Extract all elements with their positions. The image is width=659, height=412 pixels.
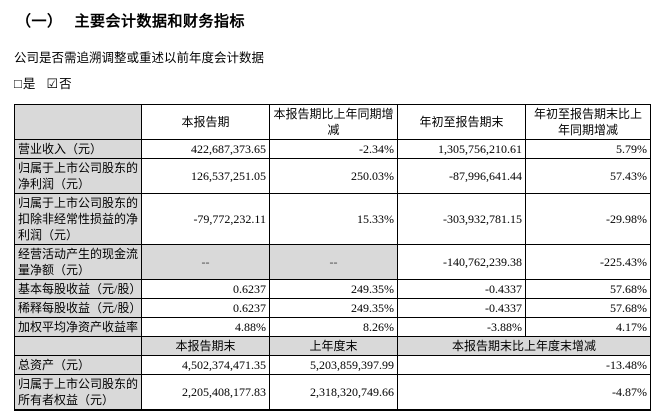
cell-value: 422,687,373.65: [141, 139, 270, 159]
row-label: 总资产（元）: [14, 355, 142, 375]
table-row-operating-revenue: 营业收入（元） 422,687,373.65 -2.34% 1,305,756,…: [14, 139, 651, 159]
row-label: 归属于上市公司股东的净利润（元）: [14, 158, 142, 194]
col-header-end-of-period: 本报告期末: [141, 336, 270, 356]
cell-value: 249.35%: [269, 298, 398, 318]
cell-value: -0.4337: [397, 279, 526, 299]
row-label: 归属于上市公司股东的所有者权益（元）: [14, 374, 142, 411]
cell-value: -140,762,239.38: [397, 244, 526, 280]
key-financial-indicators-table: 本报告期 本报告期比上年同期增减 年初至报告期末 年初至报告期末比上年同期增减 …: [14, 104, 651, 411]
col-header-current-period-yoy-change: 本报告期比上年同期增减: [269, 104, 398, 140]
cell-value: 250.03%: [269, 158, 398, 194]
restatement-question: 公司是否需追溯调整或重述以前年度会计数据: [14, 51, 265, 65]
cell-value: 126,537,251.05: [141, 158, 270, 194]
table-row-diluted-eps: 稀释每股收益（元/股） 0.6237 249.35% -0.4337 57.68…: [14, 298, 651, 318]
table-row-weighted-avg-roe: 加权平均净资产收益率 4.88% 8.26% -3.88% 4.17%: [14, 317, 651, 337]
cell-value: 0.6237: [141, 279, 270, 299]
cell-value: 4.88%: [141, 317, 270, 337]
cell-value: 5.79%: [525, 139, 651, 159]
table-header-row-mid: 本报告期末 上年度末 本报告期末比上年度末增减: [14, 336, 651, 356]
cell-value: -3.88%: [397, 317, 526, 337]
cell-value: 249.35%: [269, 279, 398, 299]
table-row-basic-eps: 基本每股收益（元/股） 0.6237 249.35% -0.4337 57.68…: [14, 279, 651, 299]
cell-value: 5,203,859,397.99: [269, 355, 398, 375]
section-number: （一）: [16, 14, 63, 30]
cell-value: 57.43%: [525, 158, 651, 194]
cell-value: 8.26%: [269, 317, 398, 337]
row-label: 营业收入（元）: [14, 139, 142, 159]
checkbox-yes[interactable]: □是: [14, 76, 36, 91]
cell-value: 57.68%: [525, 279, 651, 299]
table-row-net-profit-excl-nonrecurring: 归属于上市公司股东的扣除非经常性损益的净利润（元） -79,772,232.11…: [14, 193, 651, 245]
checkbox-yes-label: 是: [22, 77, 36, 91]
checkbox-no[interactable]: ☑否: [46, 76, 72, 91]
table-header-row-top: 本报告期 本报告期比上年同期增减 年初至报告期末 年初至报告期末比上年同期增减: [14, 104, 651, 140]
cell-value: -0.4337: [397, 298, 526, 318]
cell-value: 1,305,756,210.61: [397, 139, 526, 159]
cell-value: 4,502,374,471.35: [141, 355, 270, 375]
cell-value: -87,996,641.44: [397, 158, 526, 194]
col-header-ytd: 年初至报告期末: [397, 104, 526, 140]
cell-value: 2,318,320,749.66: [269, 374, 398, 411]
cell-value: -29.98%: [525, 193, 651, 245]
cell-value: -2.34%: [269, 139, 398, 159]
section-heading: （一） 主要会计数据和财务指标: [16, 10, 650, 31]
cell-value: -13.48%: [397, 355, 651, 375]
col-header-ytd-yoy-change: 年初至报告期末比上年同期增减: [525, 104, 651, 140]
table-row-operating-cash-flow: 经营活动产生的现金流量净额（元） -- -- -140,762,239.38 -…: [14, 244, 651, 280]
table-row-total-assets: 总资产（元） 4,502,374,471.35 5,203,859,397.99…: [14, 355, 651, 375]
col-header-end-of-prior-year: 上年度末: [269, 336, 398, 356]
section-title: 主要会计数据和财务指标: [74, 14, 246, 30]
cell-value: --: [141, 244, 270, 280]
table-row-equity-attributable-to-shareholders: 归属于上市公司股东的所有者权益（元） 2,205,408,177.83 2,31…: [14, 374, 651, 411]
restatement-options: □是 ☑否: [14, 73, 650, 92]
row-label: 归属于上市公司股东的扣除非经常性损益的净利润（元）: [14, 193, 142, 245]
row-label: 稀释每股收益（元/股）: [14, 298, 142, 318]
row-label: 经营活动产生的现金流量净额（元）: [14, 244, 142, 280]
corner-cell: [14, 336, 142, 356]
col-header-current-period: 本报告期: [141, 104, 270, 140]
cell-value: 2,205,408,177.83: [141, 374, 270, 411]
cell-value: 57.68%: [525, 298, 651, 318]
col-header-change-vs-prior-year-end: 本报告期末比上年度末增减: [397, 336, 651, 356]
cell-value: -225.43%: [525, 244, 651, 280]
row-label: 加权平均净资产收益率: [14, 317, 142, 337]
checkbox-unchecked-icon: □: [14, 76, 22, 91]
cell-value: 15.33%: [269, 193, 398, 245]
cell-value: 0.6237: [141, 298, 270, 318]
cell-value: --: [269, 244, 398, 280]
checkbox-checked-icon: ☑: [46, 76, 59, 91]
cell-value: -303,932,781.15: [397, 193, 526, 245]
cell-value: 4.17%: [525, 317, 651, 337]
cell-value: -4.87%: [397, 374, 651, 411]
corner-cell: [14, 104, 142, 140]
table-row-net-profit: 归属于上市公司股东的净利润（元） 126,537,251.05 250.03% …: [14, 158, 651, 194]
cell-value: -79,772,232.11: [141, 193, 270, 245]
row-label: 基本每股收益（元/股）: [14, 279, 142, 299]
checkbox-no-label: 否: [59, 77, 72, 91]
